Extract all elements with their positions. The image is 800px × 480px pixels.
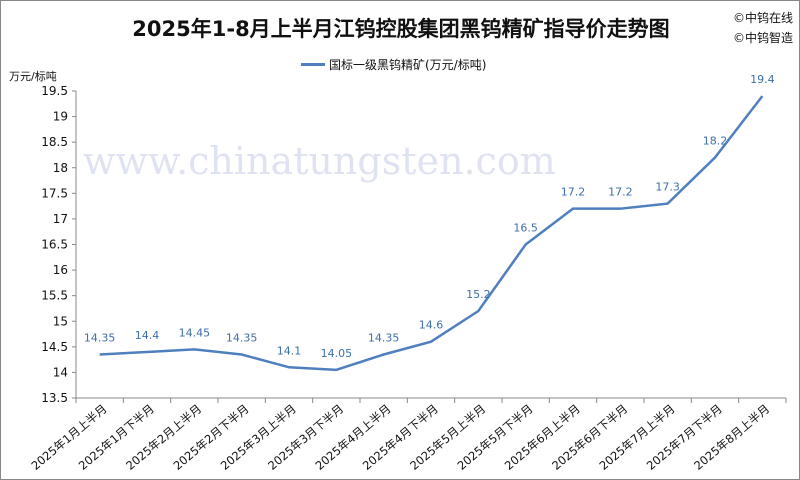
credit-1: ©中钨在线 <box>733 11 794 25</box>
data-label: 17.2 <box>561 186 586 199</box>
data-label: 14.45 <box>179 326 211 339</box>
data-label: 14.35 <box>84 332 116 345</box>
data-label: 14.4 <box>135 329 160 342</box>
legend-swatch <box>301 63 325 66</box>
data-label: 14.35 <box>226 332 258 345</box>
y-tick-label: 18.5 <box>41 135 68 149</box>
chart-title: 2025年1-8月上半月江钨控股集团黑钨精矿指导价走势图 <box>132 17 670 41</box>
data-label: 19.4 <box>750 73 775 86</box>
y-tick-label: 18 <box>53 161 68 175</box>
data-label: 18.2 <box>703 135 728 148</box>
data-label: 14.1 <box>277 344 302 357</box>
y-tick-label: 14 <box>53 365 68 379</box>
y-tick-label: 16 <box>53 263 68 277</box>
legend-label: 国标一级黑钨精矿(万元/标吨) <box>329 58 487 72</box>
y-tick-label: 19.5 <box>41 84 68 98</box>
y-tick-label: 17 <box>53 212 68 226</box>
data-label: 15.2 <box>466 288 491 301</box>
data-label: 14.6 <box>419 319 444 332</box>
y-tick-label: 16.5 <box>41 238 68 252</box>
y-axis-label: 万元/标吨 <box>9 70 57 83</box>
series-line <box>99 95 764 372</box>
data-label: 17.2 <box>608 186 633 199</box>
credit-2: ©中钨智造 <box>733 31 794 45</box>
y-tick-label: 19 <box>53 110 68 124</box>
data-label: 14.35 <box>368 332 400 345</box>
data-label: 17.3 <box>655 181 680 194</box>
y-tick-label: 15.5 <box>41 289 68 303</box>
y-tick-label: 13.5 <box>41 391 68 405</box>
y-tick-label: 17.5 <box>41 186 68 200</box>
y-tick-label: 15 <box>53 314 68 328</box>
data-label: 16.5 <box>513 222 538 235</box>
legend: 国标一级黑钨精矿(万元/标吨) <box>301 56 486 73</box>
watermark: www.chinatungsten.com <box>83 139 556 183</box>
data-label: 14.05 <box>321 347 353 360</box>
y-tick-label: 14.5 <box>41 340 68 354</box>
